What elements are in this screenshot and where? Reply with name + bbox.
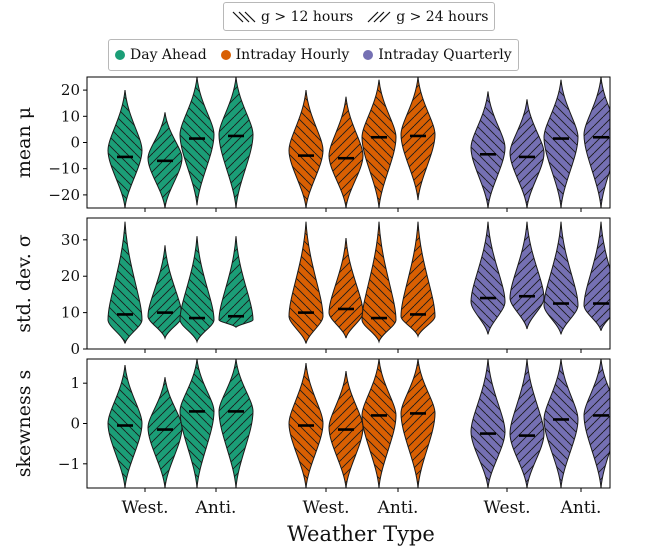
y-axis-label: std. dev. σ bbox=[13, 234, 35, 333]
panel-2: 0 10 20 30 std. dev. σ bbox=[13, 217, 611, 358]
violin-intraday-quarterly-west-g-12-hours bbox=[470, 221, 506, 335]
violin-intraday-quarterly-anti-g-24-hours bbox=[583, 77, 610, 208]
violin-intraday-hourly-anti-g-24-hours bbox=[400, 359, 436, 488]
legend-dot-intraday-quarterly bbox=[363, 50, 374, 60]
violin-intraday-hourly-anti-g-24-hours bbox=[400, 77, 436, 201]
y-tick-label: 0 bbox=[70, 340, 80, 358]
violin-day-ahead-west-g-12-hours bbox=[107, 221, 143, 344]
violin-day-ahead-west-g-12-hours bbox=[107, 364, 143, 488]
x-tick-label: West. bbox=[483, 498, 530, 518]
y-tick-label: −1 bbox=[58, 455, 80, 473]
x-tick-label: Anti. bbox=[377, 498, 419, 518]
legend-label-horizon-24: g > 24 hours bbox=[396, 8, 489, 25]
legend-item-horizon-24: g > 24 hours bbox=[365, 9, 488, 25]
panel-frame bbox=[86, 217, 611, 350]
y-tick-label: 10 bbox=[61, 304, 80, 322]
legend-label-day-ahead: Day Ahead bbox=[130, 47, 207, 63]
violin-day-ahead-anti-g-12-hours bbox=[179, 236, 215, 344]
y-tick-label: 20 bbox=[61, 81, 80, 99]
x-tick-label: West. bbox=[302, 498, 349, 518]
y-axis-label: mean μ bbox=[13, 107, 35, 178]
violin-intraday-quarterly-anti-g-12-hours bbox=[543, 221, 579, 335]
violin-intraday-hourly-anti-g-12-hours bbox=[361, 359, 397, 488]
legend-item-intraday-quarterly: Intraday Quarterly bbox=[363, 47, 512, 63]
backslash-hatch-icon bbox=[232, 11, 256, 22]
legend-label-intraday-hourly: Intraday Hourly bbox=[235, 47, 350, 63]
violin-day-ahead-anti-g-12-hours bbox=[179, 359, 215, 488]
x-axis-label: Weather Type bbox=[287, 522, 435, 546]
violin-day-ahead-west-g-12-hours bbox=[107, 90, 143, 208]
y-tick-label: 0 bbox=[70, 134, 80, 152]
violin-intraday-quarterly-anti-g-24-hours bbox=[583, 221, 610, 331]
x-tick-label: Anti. bbox=[560, 498, 602, 518]
violin-intraday-quarterly-west-g-12-hours bbox=[470, 91, 506, 208]
violin-intraday-quarterly-west-g-12-hours bbox=[470, 359, 506, 488]
violin-day-ahead-anti-g-24-hours bbox=[218, 77, 254, 208]
violin-day-ahead-west-g-24-hours bbox=[147, 112, 183, 208]
violin-intraday-quarterly-west-g-24-hours bbox=[509, 99, 545, 208]
violin-intraday-quarterly-anti-g-12-hours bbox=[543, 359, 579, 488]
violin-intraday-quarterly-west-g-24-hours bbox=[509, 221, 545, 330]
y-tick-label: 30 bbox=[61, 231, 80, 249]
violin-intraday-quarterly-anti-g-24-hours bbox=[583, 359, 610, 488]
violin-intraday-hourly-anti-g-12-hours bbox=[361, 79, 397, 208]
legend-item-intraday-hourly: Intraday Hourly bbox=[220, 47, 350, 63]
violin-intraday-hourly-anti-g-12-hours bbox=[361, 221, 397, 344]
violin-intraday-hourly-west-g-12-hours bbox=[288, 221, 324, 344]
panel-1: −20 −10 0 10 20 mean μ bbox=[13, 76, 611, 212]
slash-hatch-icon bbox=[367, 11, 391, 22]
violin-day-ahead-anti-g-24-hours bbox=[218, 236, 254, 328]
violin-intraday-hourly-west-g-24-hours bbox=[328, 237, 364, 339]
legend-dot-intraday-hourly bbox=[220, 50, 231, 60]
hatch-legend: g > 12 hours g > 24 hours bbox=[223, 2, 496, 31]
y-tick-label: 0 bbox=[70, 415, 80, 433]
legend-item-day-ahead: Day Ahead bbox=[115, 47, 207, 63]
violin-intraday-hourly-west-g-12-hours bbox=[288, 90, 324, 208]
violin-day-ahead-west-g-24-hours bbox=[147, 377, 183, 488]
violin-intraday-hourly-anti-g-24-hours bbox=[400, 221, 436, 339]
violin-intraday-hourly-west-g-24-hours bbox=[328, 96, 364, 208]
x-tick-label: Anti. bbox=[195, 498, 237, 518]
legend-label-intraday-quarterly: Intraday Quarterly bbox=[378, 47, 512, 63]
violin-intraday-quarterly-anti-g-12-hours bbox=[543, 79, 579, 208]
violin-intraday-hourly-west-g-12-hours bbox=[288, 362, 324, 488]
y-tick-label: −20 bbox=[48, 186, 80, 204]
violin-day-ahead-west-g-24-hours bbox=[147, 245, 183, 341]
y-tick-label: 10 bbox=[61, 107, 80, 125]
y-axis-label: skewness s bbox=[13, 370, 35, 478]
y-tick-label: −10 bbox=[48, 160, 80, 178]
violin-intraday-quarterly-west-g-24-hours bbox=[509, 359, 545, 488]
violin-day-ahead-anti-g-24-hours bbox=[218, 359, 254, 488]
legend-dot-day-ahead bbox=[115, 50, 125, 60]
panel-3: −1 0 1 skewness s bbox=[13, 358, 611, 492]
y-tick-label: 1 bbox=[70, 374, 80, 392]
legend-label-horizon-12: g > 12 hours bbox=[261, 8, 354, 25]
violin-intraday-hourly-west-g-24-hours bbox=[328, 371, 364, 488]
y-tick-label: 20 bbox=[61, 267, 80, 285]
violin-day-ahead-anti-g-12-hours bbox=[179, 77, 215, 206]
x-tick-label: West. bbox=[121, 498, 168, 518]
market-legend: Day Ahead Intraday Hourly Intraday Quart… bbox=[108, 39, 519, 71]
legend-item-horizon-12: g > 12 hours bbox=[230, 9, 353, 25]
